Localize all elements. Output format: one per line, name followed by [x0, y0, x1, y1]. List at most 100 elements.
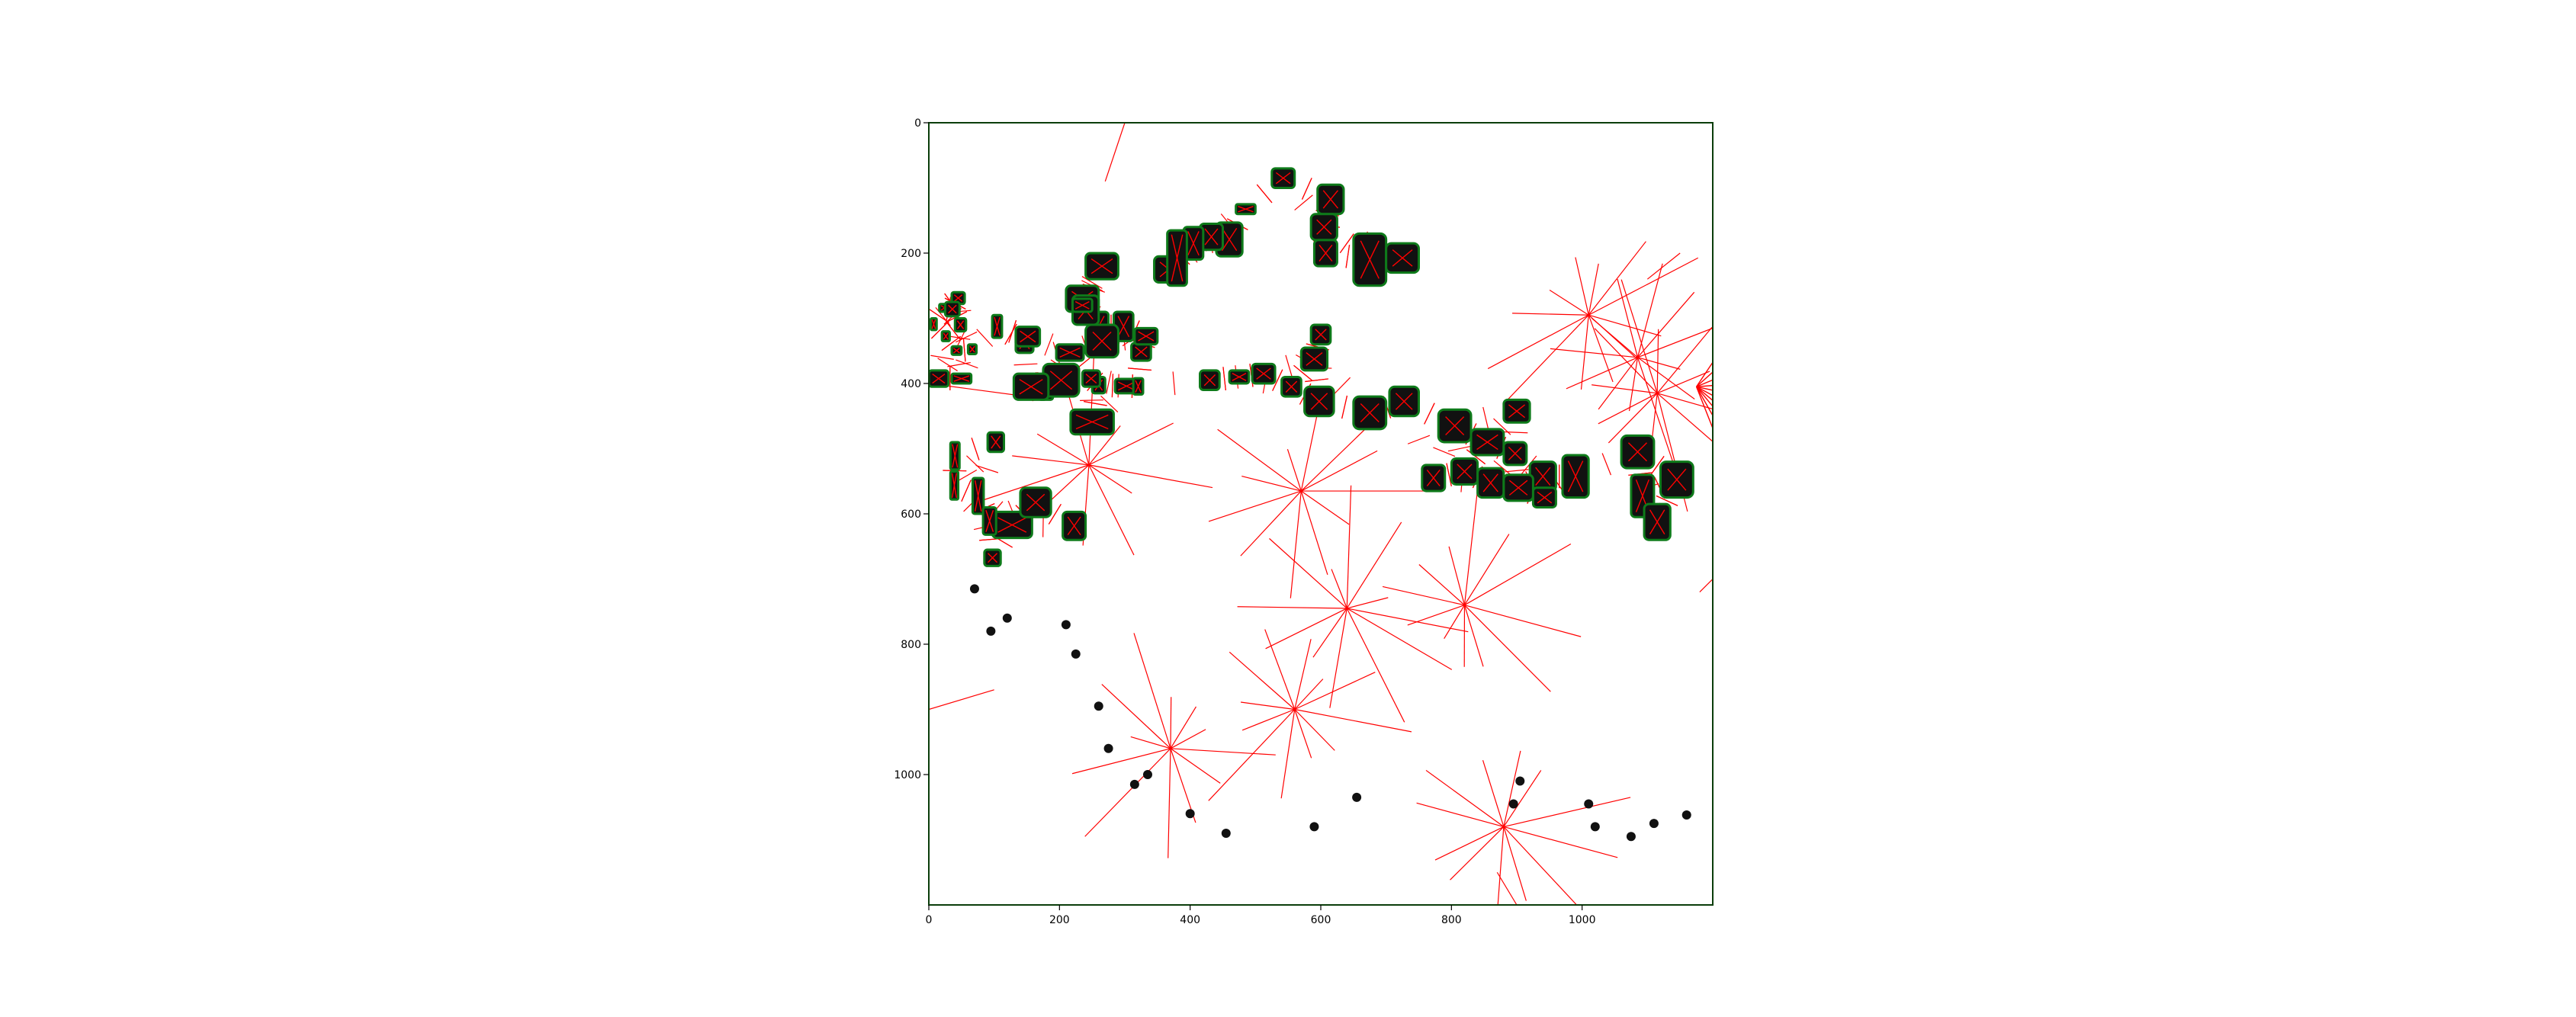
marker-point: [1681, 810, 1691, 820]
obstacle-axis: [1315, 329, 1327, 341]
obstacle-axis: [985, 509, 994, 532]
voronoi-edge: [1170, 748, 1276, 756]
voronoi-edge: [1008, 320, 1017, 343]
voronoi-edge: [1636, 357, 1678, 475]
voronoi-edge: [1300, 490, 1350, 525]
obstacle-axis: [1360, 240, 1380, 279]
voronoi-edge: [1463, 534, 1510, 606]
voronoi-edge: [1088, 425, 1121, 466]
fan-line: [1696, 386, 1713, 408]
voronoi-edge: [1493, 460, 1513, 476]
voronoi-edge: [945, 321, 961, 341]
voronoi-edge: [1407, 435, 1431, 444]
obstacle-axis: [953, 294, 963, 302]
y-tick-label: 0: [914, 117, 921, 130]
voronoi-edge: [1463, 605, 1484, 667]
voronoi-edge: [1301, 178, 1312, 200]
voronoi-edge: [956, 469, 978, 483]
fan-line: [1696, 386, 1713, 391]
marker-point: [1071, 649, 1081, 659]
voronoi-edge: [1503, 826, 1578, 905]
obstacle-axis: [1256, 367, 1271, 380]
voronoi-edge: [1594, 328, 1658, 394]
marker-point: [1142, 770, 1152, 779]
obstacle-axis: [1075, 414, 1109, 430]
marker-point: [1508, 799, 1518, 809]
voronoi-edge: [1382, 585, 1465, 606]
obstacle-axis: [1026, 493, 1045, 512]
voronoi-edge: [1300, 410, 1319, 492]
voronoi-edge: [1503, 770, 1542, 827]
voronoi-edge: [1345, 244, 1351, 268]
voronoi-edge: [1503, 750, 1521, 827]
obstacle-axis: [1316, 219, 1332, 235]
voronoi-edge: [1450, 826, 1505, 881]
obstacle-axis: [988, 553, 998, 563]
fan-line: [1696, 386, 1713, 396]
obstacle-axis: [1319, 245, 1333, 261]
voronoi-edge: [1081, 276, 1103, 289]
voronoi-edge: [1346, 521, 1402, 609]
marker-point: [1094, 701, 1103, 711]
voronoi-edge: [1133, 633, 1171, 749]
obstacle-axis: [1221, 227, 1238, 252]
voronoi-edge: [1637, 357, 1695, 400]
voronoi-edge: [1341, 395, 1348, 419]
voronoi-edge: [1294, 709, 1312, 759]
marker-point: [1352, 792, 1362, 802]
obstacle-axis: [1171, 234, 1184, 282]
point-markers: [969, 584, 1691, 842]
x-tick-label: 800: [1441, 914, 1462, 926]
obstacle-axis: [1310, 393, 1328, 410]
obstacles: [929, 167, 1694, 567]
voronoi-edge: [1588, 315, 1614, 383]
voronoi-edge: [1088, 464, 1135, 556]
voronoi-edge: [941, 335, 962, 351]
obstacle-axis: [1049, 371, 1073, 390]
marker-point: [1185, 809, 1195, 819]
voronoi-edge: [1346, 485, 1352, 608]
voronoi-edge: [1084, 401, 1107, 406]
voronoi-edge: [1646, 252, 1681, 280]
obstacle-axis: [956, 320, 965, 329]
voronoi-edge: [1044, 333, 1054, 356]
marker-point: [969, 584, 979, 594]
marker-point: [1309, 822, 1319, 832]
voronoi-edge: [1347, 608, 1469, 633]
voronoi-edge: [935, 307, 951, 326]
obstacle-axis: [1457, 464, 1473, 480]
obstacle-axis: [1135, 346, 1148, 358]
voronoi-edge: [1170, 729, 1206, 749]
voronoi-edge: [1575, 257, 1589, 316]
voronoi-edge: [1588, 314, 1662, 337]
obstacle-axis: [1482, 473, 1498, 492]
marker-point: [1103, 743, 1113, 753]
voronoi-edge: [1004, 323, 1017, 345]
obstacle-axis: [1635, 480, 1649, 512]
voronoi-edge: [1101, 684, 1171, 749]
voronoi-edge: [1637, 291, 1695, 358]
x-axis-ticks: 0 200 400 600 800 1000: [926, 905, 1596, 926]
x-tick-label: 0: [926, 914, 933, 926]
voronoi-edge: [1463, 485, 1479, 605]
voronoi-edge: [1290, 491, 1302, 598]
voronoi-edge: [1100, 395, 1119, 412]
x-tick-label: 1000: [1569, 914, 1596, 926]
voronoi-edge: [1592, 384, 1658, 394]
voronoi-edge: [1128, 367, 1151, 371]
voronoi-edge: [1424, 403, 1435, 425]
voronoi-edge: [1657, 393, 1713, 410]
voronoi-edge: [1433, 447, 1456, 457]
obstacle-axis: [1020, 330, 1036, 343]
voronoi-edge: [956, 331, 978, 343]
marker-point: [1061, 620, 1071, 630]
voronoi-edge: [1496, 871, 1518, 905]
voronoi-edge: [1346, 608, 1453, 670]
voronoi-edge: [1170, 706, 1197, 749]
obstacle-axis: [994, 316, 1001, 336]
obstacle-axis: [974, 480, 982, 512]
voronoi-edge: [1012, 455, 1089, 466]
obstacle-axis: [1090, 258, 1113, 274]
obstacle-axis: [1537, 491, 1553, 504]
